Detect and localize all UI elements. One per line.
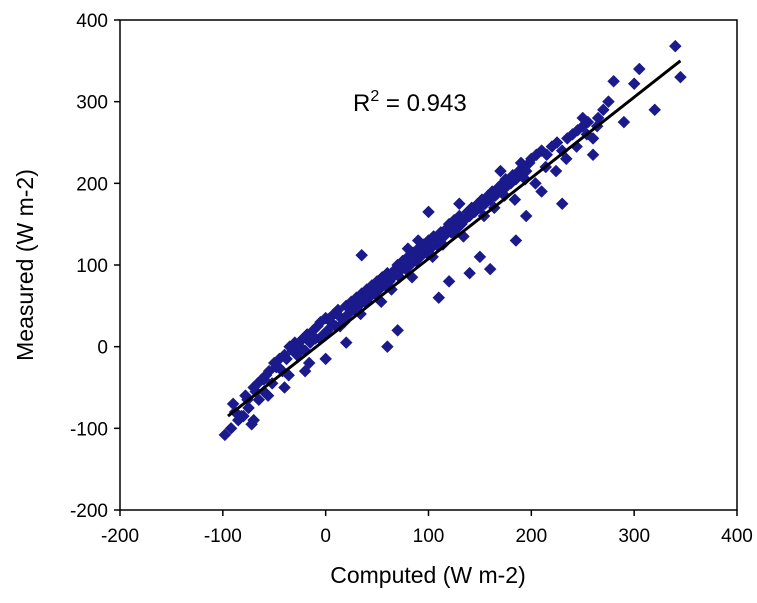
y-tick-label: 200: [76, 174, 108, 195]
data-point: [602, 95, 615, 109]
x-tick-label: 200: [515, 526, 547, 547]
data-point: [549, 164, 563, 178]
data-point: [272, 360, 285, 374]
data-point: [452, 197, 466, 211]
data-point: [391, 323, 405, 337]
data-point: [411, 234, 425, 247]
plot-area: [119, 19, 738, 511]
data-point: [555, 197, 569, 211]
data-point: [224, 421, 238, 435]
data-point: [535, 185, 548, 198]
data-point: [498, 189, 511, 202]
data-point: [607, 74, 620, 88]
x-axis-tick-labels: -200 -100 0 100 200 300 400: [101, 526, 753, 547]
data-point: [292, 344, 306, 358]
data-point: [319, 352, 333, 366]
x-tick-label: 300: [618, 526, 650, 547]
y-tick-label: 0: [97, 338, 108, 359]
x-tick-label: 0: [320, 526, 331, 547]
data-point: [298, 364, 312, 378]
y-axis-title: Measured (W m-2): [12, 169, 38, 361]
data-point: [218, 428, 232, 442]
data-point: [499, 172, 512, 186]
x-axis-title: Computed (W m-2): [330, 562, 526, 588]
tick-marks: [114, 19, 738, 516]
data-point: [627, 77, 641, 91]
data-point: [550, 136, 564, 149]
data-point: [339, 336, 353, 349]
data-point: [529, 176, 542, 190]
data-point: [576, 111, 590, 125]
data-point: [559, 152, 573, 166]
x-tick-label: 100: [413, 526, 445, 547]
data-point: [674, 70, 687, 84]
data-point: [519, 209, 533, 223]
data-point: [343, 303, 357, 317]
data-point: [483, 262, 497, 276]
data-point: [280, 352, 293, 366]
x-tick-label: 400: [721, 526, 753, 547]
data-point: [381, 340, 394, 354]
y-tick-label: 400: [76, 11, 108, 32]
data-point: [632, 62, 646, 76]
data-point: [257, 372, 271, 386]
data-point: [508, 193, 522, 207]
data-point: [586, 148, 600, 162]
data-point: [668, 39, 682, 53]
data-point: [401, 242, 415, 256]
data-point: [323, 311, 337, 325]
data-point: [509, 234, 523, 247]
data-point: [370, 279, 384, 292]
y-tick-label: 300: [76, 93, 108, 114]
data-point: [540, 148, 554, 162]
trend-line: [227, 59, 682, 418]
x-tick-label: -100: [204, 526, 242, 547]
data-point: [234, 409, 248, 423]
data-point: [596, 103, 610, 117]
data-point: [467, 205, 481, 219]
data-point: [252, 393, 266, 407]
data-point: [617, 115, 631, 129]
data-point: [463, 266, 476, 280]
data-point: [432, 291, 446, 305]
data-point: [395, 262, 409, 276]
x-tick-label: -200: [101, 526, 139, 547]
y-tick-label: -100: [70, 419, 108, 440]
y-tick-label: -200: [70, 501, 108, 522]
data-point: [442, 274, 456, 288]
r-squared-annotation: R2 = 0.943: [353, 88, 467, 117]
y-tick-label: 100: [76, 256, 108, 277]
data-point: [261, 389, 275, 403]
data-point: [355, 248, 369, 262]
data-point: [494, 164, 507, 178]
data-point: [247, 413, 261, 427]
data-point: [242, 401, 255, 415]
y-axis-tick-labels: -200 -100 0 100 200 300 400: [70, 11, 108, 522]
data-point: [473, 250, 487, 264]
data-point: [514, 156, 528, 170]
data-point: [278, 381, 291, 394]
data-point: [648, 103, 662, 117]
data-point: [226, 397, 240, 411]
data-point: [422, 205, 435, 219]
